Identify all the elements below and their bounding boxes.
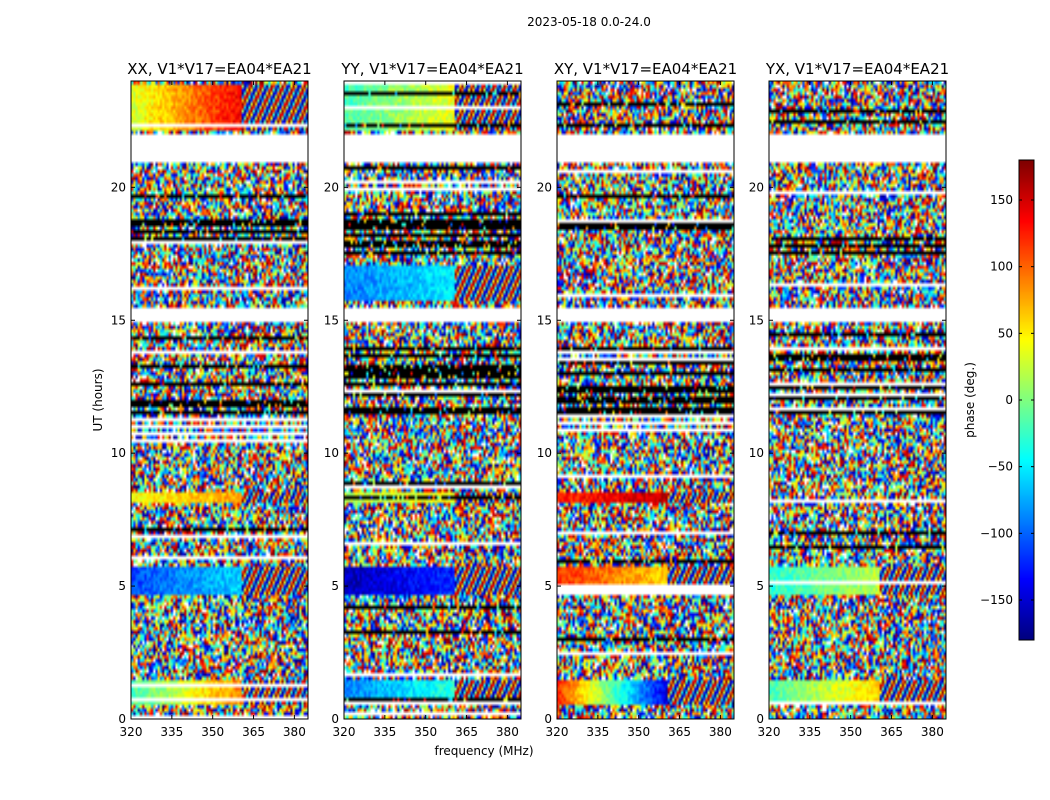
panel-3-xtick-label: 350	[627, 725, 650, 739]
panel-2-ytick-label: 5	[331, 579, 339, 593]
panel-4-heatmap	[769, 81, 946, 719]
panel-1-ytick-label: 20	[111, 180, 126, 194]
panel-1-xtick-label: 350	[201, 725, 224, 739]
panel-1-ytick-label: 10	[111, 446, 126, 460]
panel-4-xtick-label: 380	[921, 725, 944, 739]
panel-4-ytick-label: 5	[756, 579, 764, 593]
panel-3-xtick-label: 320	[546, 725, 569, 739]
panel-3-frame	[556, 80, 735, 720]
colorbar-tick-label: 150	[990, 193, 1013, 207]
colorbar-gradient	[1019, 160, 1034, 640]
panel-4-title: YX, V1*V17=EA04*EA21	[765, 60, 949, 78]
panel-3-title: XY, V1*V17=EA04*EA21	[554, 60, 737, 78]
panel-3: XY, V1*V17=EA04*EA21 320 335 350 365 380 0 5 10 1…	[537, 60, 737, 739]
panel-2: YY, V1*V17=EA04*EA21 320 335 350 365 380 0 5 10 1…	[324, 60, 524, 739]
panel-3-xtick-label: 365	[668, 725, 691, 739]
panel-2-heatmap	[344, 81, 521, 719]
panel-2-frame	[343, 80, 522, 720]
panel-2-xtick-label: 365	[455, 725, 478, 739]
panel-3-ytick-label: 20	[537, 180, 552, 194]
panels: XX, V1*V17=EA04*EA21 320 335 350 365 380 0 5 10 1…	[111, 60, 949, 739]
panel-4-ytick-label: 10	[749, 446, 764, 460]
panel-2-title: YY, V1*V17=EA04*EA21	[340, 60, 523, 78]
panel-1-xtick-label: 320	[120, 725, 143, 739]
colorbar-tick-label: 100	[990, 260, 1013, 274]
panel-3-xtick-label: 335	[586, 725, 609, 739]
colorbar-tick-label: 50	[998, 326, 1013, 340]
colorbar-tick-label: 0	[1005, 393, 1013, 407]
panel-2-ytick-label: 10	[324, 446, 339, 460]
panel-4-ytick-label: 0	[756, 712, 764, 726]
panel-3-heatmap	[557, 81, 734, 719]
panel-3-ytick-label: 15	[537, 313, 552, 327]
colorbar-tick-label: −50	[988, 460, 1013, 474]
panel-4-frame	[768, 80, 947, 720]
panel-4-xtick-label: 320	[758, 725, 781, 739]
colorbar: 150 100 50 0 −50 −100 −150	[980, 159, 1035, 641]
panel-1: XX, V1*V17=EA04*EA21 320 335 350 365 380 0 5 10 1…	[111, 60, 312, 739]
panel-2-xtick-label: 335	[373, 725, 396, 739]
colorbar-tick-label: −100	[980, 526, 1013, 540]
panel-4-ytick-label: 20	[749, 180, 764, 194]
panel-4-xtick-label: 350	[839, 725, 862, 739]
panel-1-xtick-label: 335	[160, 725, 183, 739]
panel-4-xtick-label: 335	[798, 725, 821, 739]
panel-2-xtick-label: 350	[414, 725, 437, 739]
panel-1-ytick-label: 15	[111, 313, 126, 327]
panel-1-xtick-label: 365	[242, 725, 265, 739]
panel-1-title: XX, V1*V17=EA04*EA21	[127, 60, 311, 78]
panel-2-ytick-label: 20	[324, 180, 339, 194]
panel-1-ytick-label: 0	[118, 712, 126, 726]
colorbar-label: phase (deg.)	[963, 362, 977, 438]
x-axis-label: frequency (MHz)	[434, 744, 533, 758]
figure-title: 2023-05-18 0.0-24.0	[527, 15, 651, 29]
panel-3-ytick-label: 0	[544, 712, 552, 726]
panel-3-ytick-label: 5	[544, 579, 552, 593]
panel-4-xtick-label: 365	[880, 725, 903, 739]
colorbar-tick-label: −150	[980, 593, 1013, 607]
panel-1-heatmap	[131, 81, 308, 719]
panel-4-ytick-label: 15	[749, 313, 764, 327]
panel-2-ytick-label: 15	[324, 313, 339, 327]
panel-3-xtick-label: 380	[709, 725, 732, 739]
panel-2-xtick-label: 380	[496, 725, 519, 739]
panel-1-ytick-label: 5	[118, 579, 126, 593]
panel-1-xtick-label: 380	[283, 725, 306, 739]
panel-3-ytick-label: 10	[537, 446, 552, 460]
panel-2-ytick-label: 0	[331, 712, 339, 726]
y-axis-label: UT (hours)	[91, 368, 105, 431]
panel-4: YX, V1*V17=EA04*EA21 320 335 350 365 380 0 5 10 1…	[749, 60, 949, 739]
panel-1-frame	[130, 80, 309, 720]
panel-2-xtick-label: 320	[333, 725, 356, 739]
